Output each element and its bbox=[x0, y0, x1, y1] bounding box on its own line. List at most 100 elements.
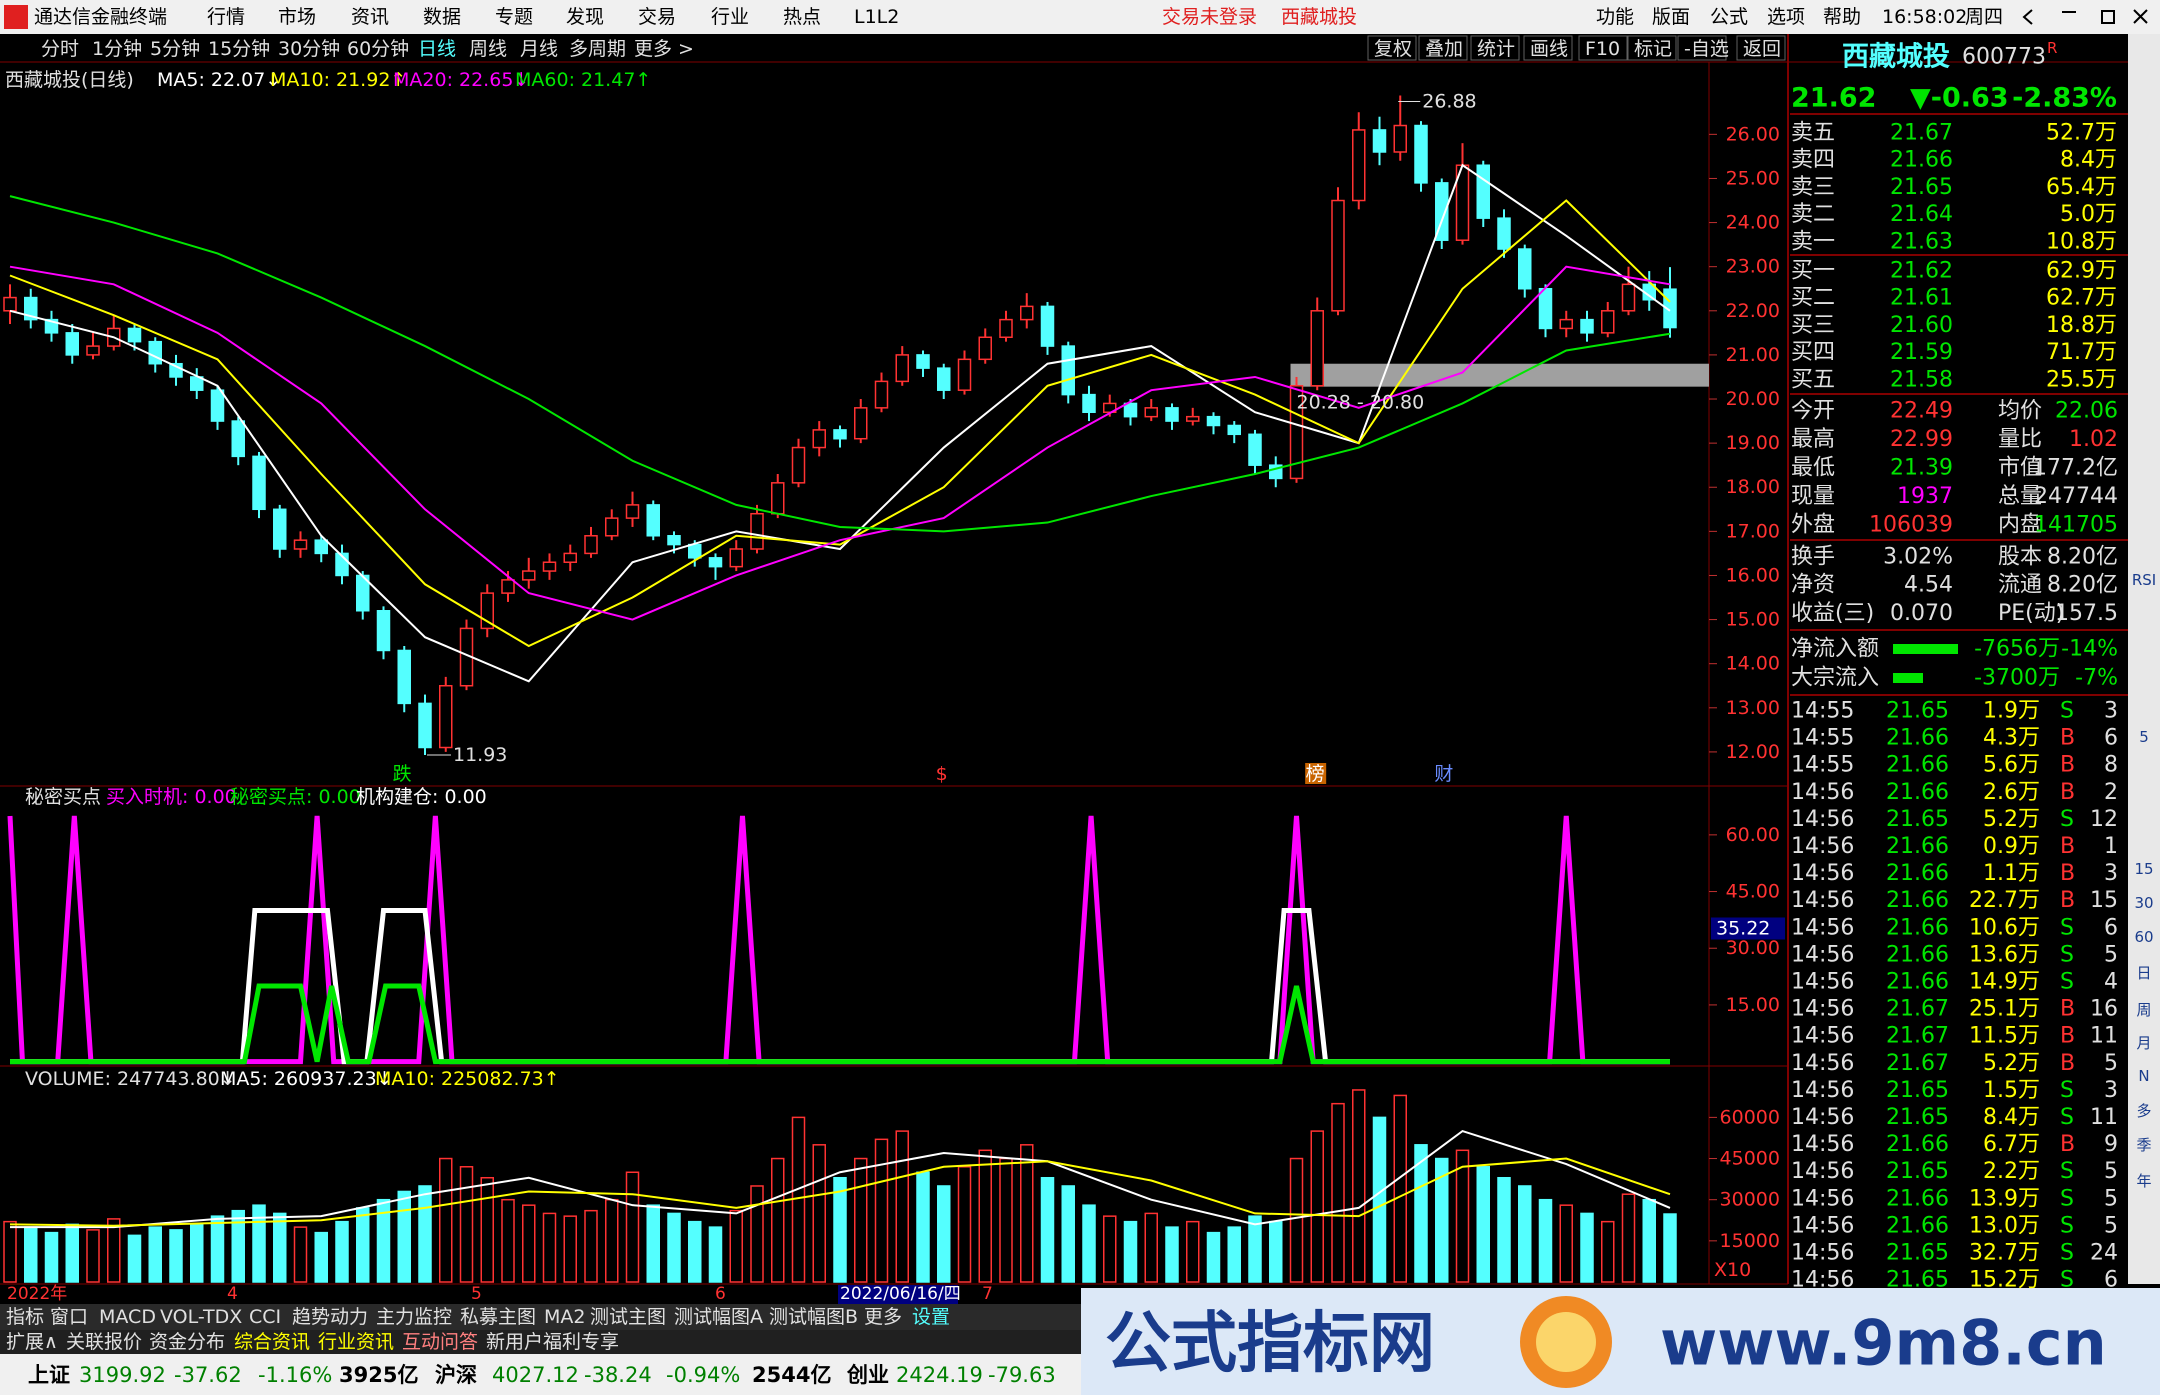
period-button[interactable]: 30分钟 bbox=[278, 38, 340, 60]
candle-body bbox=[439, 684, 453, 749]
window-controls[interactable] bbox=[2022, 9, 2148, 25]
menu-item[interactable]: 选项 bbox=[1767, 6, 1805, 28]
menu-item[interactable]: L1L2 bbox=[854, 6, 899, 28]
menu-item[interactable]: 交易 bbox=[638, 6, 676, 28]
period-button[interactable]: 日线 bbox=[418, 38, 456, 60]
tool-button[interactable]: 统计 bbox=[1477, 38, 1515, 60]
tab[interactable]: MA2 bbox=[544, 1306, 585, 1328]
tab[interactable]: 行业资讯 bbox=[318, 1331, 394, 1353]
volume-bar bbox=[107, 1218, 121, 1283]
trade-side: B bbox=[2060, 1132, 2075, 1157]
tab[interactable]: 综合资讯 bbox=[234, 1331, 310, 1353]
side-icon[interactable]: 季 bbox=[2136, 1136, 2151, 1154]
tab[interactable]: 资金分布 bbox=[149, 1331, 225, 1353]
menu-item[interactable]: 公式 bbox=[1710, 6, 1748, 28]
trade-count: 9 bbox=[2104, 1132, 2118, 1157]
event-marker[interactable]: 榜 bbox=[1306, 763, 1325, 785]
period-button[interactable]: 更多 > bbox=[634, 38, 694, 60]
menu-item[interactable]: 行业 bbox=[711, 6, 749, 28]
tab[interactable]: 窗口 bbox=[50, 1306, 88, 1328]
volume-bar bbox=[356, 1207, 370, 1283]
period-button[interactable]: 60分钟 bbox=[347, 38, 409, 60]
period-button[interactable]: 5分钟 bbox=[150, 38, 200, 60]
side-icon[interactable]: 月 bbox=[2136, 1034, 2151, 1052]
period-button[interactable]: 分时 bbox=[41, 38, 79, 60]
period-button[interactable]: 周线 bbox=[469, 38, 507, 60]
side-icon[interactable]: 周 bbox=[2136, 1001, 2151, 1019]
tool-button-frame bbox=[1523, 35, 1573, 61]
volume-bar bbox=[1414, 1144, 1428, 1283]
tab[interactable]: MACD bbox=[99, 1306, 156, 1328]
event-marker[interactable]: $ bbox=[936, 763, 948, 785]
trade-side: B bbox=[2060, 834, 2075, 859]
side-icon[interactable]: 30 bbox=[2134, 894, 2153, 912]
candle-body bbox=[1082, 393, 1096, 414]
period-button[interactable]: 15分钟 bbox=[208, 38, 270, 60]
side-icon[interactable]: 5 bbox=[2139, 728, 2149, 746]
tab[interactable]: 趋势动力 bbox=[292, 1306, 368, 1328]
side-icon[interactable]: 15 bbox=[2134, 860, 2153, 878]
menu-item[interactable]: 帮助 bbox=[1823, 6, 1861, 28]
tool-button[interactable]: F10 bbox=[1585, 38, 1620, 60]
tool-button[interactable]: 复权 bbox=[1374, 38, 1412, 60]
tab[interactable]: CCI bbox=[249, 1306, 281, 1328]
period-button[interactable]: 1分钟 bbox=[92, 38, 142, 60]
trade-price: 21.66 bbox=[1886, 726, 1949, 751]
tab[interactable]: 关联报价 bbox=[66, 1331, 142, 1353]
menu-item[interactable]: 功能 bbox=[1596, 6, 1634, 28]
tool-button[interactable]: 标记 bbox=[1634, 38, 1672, 60]
y-tick-label: 24.00 bbox=[1726, 212, 1780, 234]
legend-entry: 机构建仓: 0.00 bbox=[356, 786, 487, 808]
trade-time: 14:55 bbox=[1791, 699, 1854, 724]
tool-button[interactable]: -自选 bbox=[1684, 38, 1729, 60]
trade-count: 1 bbox=[2104, 834, 2118, 859]
tab[interactable]: 互动问答 bbox=[402, 1331, 478, 1353]
menu-item[interactable]: 数据 bbox=[423, 6, 461, 28]
book-price: 21.66 bbox=[1890, 148, 1953, 173]
tab[interactable]: 测试幅图A bbox=[674, 1306, 763, 1328]
trade-side: B bbox=[2060, 861, 2075, 886]
event-marker[interactable]: 财 bbox=[1434, 763, 1453, 785]
tool-button[interactable]: 画线 bbox=[1530, 38, 1568, 60]
candle-body bbox=[999, 318, 1013, 339]
tab[interactable]: 新用户福利专享 bbox=[486, 1331, 619, 1353]
side-icon[interactable]: RSI bbox=[2132, 571, 2156, 589]
candle-body bbox=[1227, 424, 1241, 436]
menu-item[interactable]: 版面 bbox=[1652, 6, 1690, 28]
stat-label: 股本 bbox=[1998, 545, 2042, 570]
menu-item[interactable]: 资讯 bbox=[351, 6, 389, 28]
tab[interactable]: 指标 bbox=[6, 1306, 44, 1328]
tab[interactable]: 测试主图 bbox=[590, 1306, 666, 1328]
menu-item[interactable]: 行情 bbox=[207, 6, 245, 28]
menu-item[interactable]: 市场 bbox=[278, 6, 316, 28]
tab[interactable]: 更多 bbox=[864, 1306, 902, 1328]
tab[interactable]: 私募主图 bbox=[460, 1306, 536, 1328]
period-button[interactable]: 月线 bbox=[520, 38, 558, 60]
tab[interactable]: 设置 bbox=[912, 1306, 950, 1328]
side-icon[interactable]: 多 bbox=[2136, 1102, 2151, 1120]
menu-item[interactable]: 专题 bbox=[495, 6, 533, 28]
y-tick-label: 30.00 bbox=[1726, 937, 1780, 959]
menu-item[interactable]: 热点 bbox=[783, 6, 821, 28]
tab[interactable]: VOL-TDX bbox=[160, 1306, 242, 1328]
stat-value: 157.5 bbox=[2055, 601, 2118, 626]
login-status[interactable]: 交易未登录 bbox=[1162, 6, 1257, 28]
side-icon[interactable]: N bbox=[2138, 1067, 2149, 1085]
tool-button[interactable]: 返回 bbox=[1743, 38, 1781, 60]
event-marker[interactable]: 跌 bbox=[393, 763, 412, 785]
volume-bar bbox=[978, 1149, 992, 1283]
candle-body bbox=[812, 429, 826, 449]
volume-bar bbox=[584, 1209, 598, 1283]
tool-button[interactable]: 叠加 bbox=[1425, 38, 1463, 60]
current-stock[interactable]: 西藏城投 bbox=[1281, 6, 1357, 28]
tab[interactable]: 测试幅图B bbox=[769, 1306, 858, 1328]
volume-bar bbox=[688, 1220, 702, 1283]
period-button[interactable]: 多周期 bbox=[569, 38, 626, 60]
side-icon[interactable]: 日 bbox=[2136, 964, 2151, 982]
side-icon[interactable]: 年 bbox=[2136, 1172, 2151, 1190]
tab[interactable]: 主力监控 bbox=[376, 1306, 452, 1328]
tab[interactable]: 扩展∧ bbox=[6, 1331, 58, 1353]
side-icon[interactable]: 60 bbox=[2134, 928, 2153, 946]
trade-time: 14:56 bbox=[1791, 1241, 1854, 1266]
menu-item[interactable]: 发现 bbox=[566, 6, 604, 28]
